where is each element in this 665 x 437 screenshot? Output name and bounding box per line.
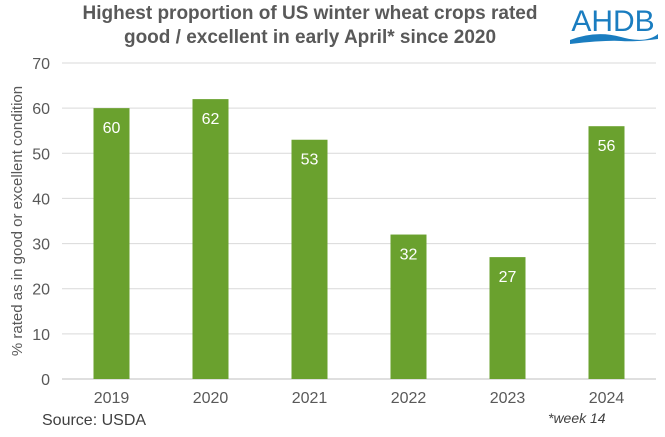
y-axis-label: % rated as in good or excellent conditio… xyxy=(9,86,26,356)
bar xyxy=(291,139,328,379)
y-tick-label: 0 xyxy=(41,372,50,389)
ahdb-logo: AHDB xyxy=(570,5,658,44)
y-tick-label: 30 xyxy=(32,237,50,254)
y-tick-label: 60 xyxy=(32,101,50,118)
x-tick-label: 2023 xyxy=(490,390,526,407)
chart-title: Highest proportion of US winter wheat cr… xyxy=(60,2,560,50)
x-tick-label: 2022 xyxy=(391,390,427,407)
data-label: 56 xyxy=(598,138,616,155)
bar xyxy=(192,99,229,379)
y-tick-label: 20 xyxy=(32,282,50,299)
x-tick-label: 2021 xyxy=(292,390,328,407)
x-tick-label: 2019 xyxy=(94,390,130,407)
title-line-1: Highest proportion of US winter wheat cr… xyxy=(82,3,538,24)
y-tick-label: 40 xyxy=(32,191,50,208)
data-label: 62 xyxy=(202,111,220,128)
x-tick-label: 2020 xyxy=(193,390,229,407)
bar xyxy=(588,126,625,379)
title-line-2: good / excellent in early April* since 2… xyxy=(123,27,497,48)
data-label: 60 xyxy=(103,120,121,137)
y-tick-label: 10 xyxy=(32,327,50,344)
bar xyxy=(390,234,427,379)
y-tick-label: 70 xyxy=(32,56,50,73)
x-tick-label: 2024 xyxy=(589,390,625,407)
logo-text: AHDB xyxy=(571,5,654,38)
bar xyxy=(93,108,130,380)
data-label: 53 xyxy=(301,152,319,169)
bar xyxy=(489,257,526,379)
logo-wave-icon xyxy=(570,34,658,44)
source-note: Source: USDA xyxy=(42,412,147,429)
footnote: *week 14 xyxy=(548,410,606,426)
data-label: 32 xyxy=(400,247,418,264)
y-tick-label: 50 xyxy=(32,146,50,163)
data-label: 27 xyxy=(499,269,517,286)
